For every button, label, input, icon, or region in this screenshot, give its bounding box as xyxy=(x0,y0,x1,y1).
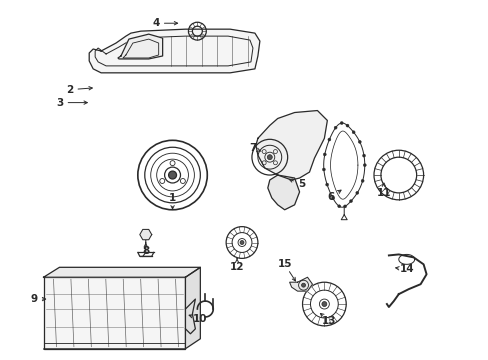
Polygon shape xyxy=(255,111,326,180)
Text: 9: 9 xyxy=(30,294,37,304)
Circle shape xyxy=(351,131,354,134)
Circle shape xyxy=(168,171,176,179)
Circle shape xyxy=(267,155,272,159)
Circle shape xyxy=(331,197,334,200)
Circle shape xyxy=(355,192,358,194)
Text: 15: 15 xyxy=(277,259,291,269)
Text: 4: 4 xyxy=(152,18,159,28)
Circle shape xyxy=(322,168,325,171)
Circle shape xyxy=(301,283,305,287)
Circle shape xyxy=(323,153,325,156)
Circle shape xyxy=(340,122,343,125)
Text: 2: 2 xyxy=(65,85,73,95)
Text: 8: 8 xyxy=(142,247,149,256)
Circle shape xyxy=(240,240,244,244)
Polygon shape xyxy=(89,29,259,73)
Polygon shape xyxy=(289,277,312,291)
Text: 3: 3 xyxy=(56,98,63,108)
Text: 6: 6 xyxy=(327,192,334,202)
Circle shape xyxy=(325,183,328,186)
Circle shape xyxy=(337,205,340,208)
Circle shape xyxy=(349,199,352,203)
Circle shape xyxy=(346,124,348,127)
Polygon shape xyxy=(267,175,299,210)
Circle shape xyxy=(362,154,365,157)
Text: 10: 10 xyxy=(193,314,207,324)
Text: 13: 13 xyxy=(322,316,336,326)
Circle shape xyxy=(361,179,364,183)
Circle shape xyxy=(333,126,336,129)
Polygon shape xyxy=(118,34,163,59)
Circle shape xyxy=(327,138,330,141)
Polygon shape xyxy=(43,277,185,349)
Text: 14: 14 xyxy=(399,264,413,274)
Circle shape xyxy=(343,205,346,208)
Polygon shape xyxy=(43,267,200,277)
Text: 7: 7 xyxy=(249,143,256,153)
Circle shape xyxy=(363,164,366,167)
Circle shape xyxy=(321,302,326,306)
Polygon shape xyxy=(185,267,200,349)
Circle shape xyxy=(358,140,361,143)
Text: 5: 5 xyxy=(297,179,305,189)
Polygon shape xyxy=(140,229,151,240)
Text: 11: 11 xyxy=(376,188,390,198)
Text: 1: 1 xyxy=(168,193,176,203)
Text: 12: 12 xyxy=(229,262,244,272)
